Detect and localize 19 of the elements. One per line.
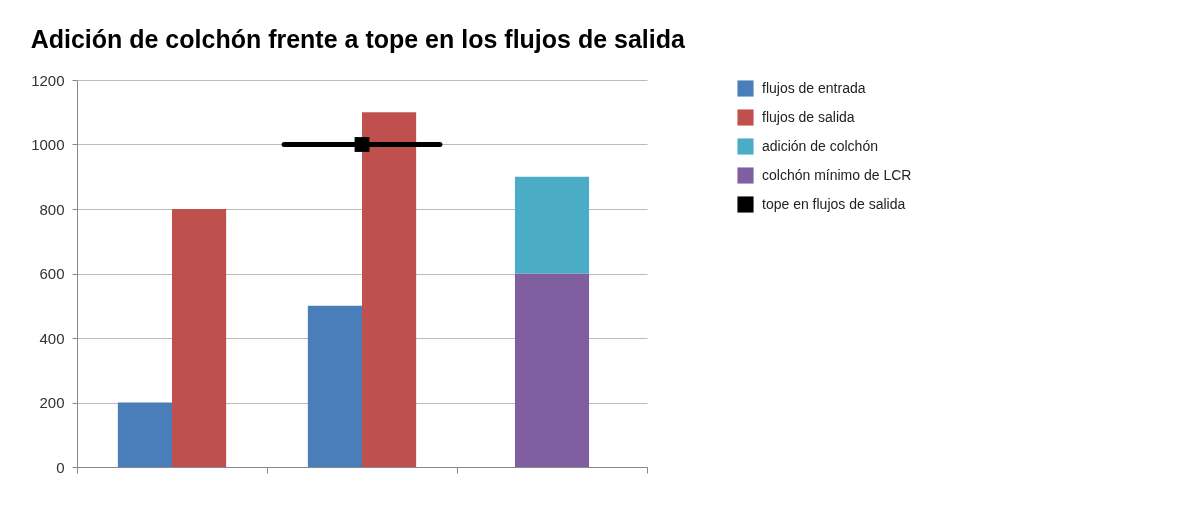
legend-label: flujos de entrada [762, 79, 866, 96]
chart-title: Adición de colchón frente a tope en los flujos de salida [30, 25, 686, 53]
legend-label: tope en flujos de salida [762, 195, 906, 212]
bar [362, 112, 417, 467]
y-tick-label: 1200 [31, 71, 65, 89]
bar [307, 305, 362, 467]
bar [514, 176, 590, 274]
bar [172, 209, 227, 467]
y-tick-label: 400 [39, 329, 65, 347]
y-tick-label: 1000 [31, 136, 65, 153]
y-tick-label: 0 [56, 458, 65, 476]
bar [514, 273, 590, 467]
legend-label: adición de colchón [762, 137, 878, 154]
bar [117, 402, 172, 467]
legend-label: colchón mínimo de LCR [762, 166, 912, 183]
y-tick-label: 200 [39, 394, 65, 411]
y-tick-label: 600 [39, 265, 65, 282]
y-tick-label: 800 [39, 200, 65, 218]
legend-label: flujos de salida [762, 108, 855, 125]
